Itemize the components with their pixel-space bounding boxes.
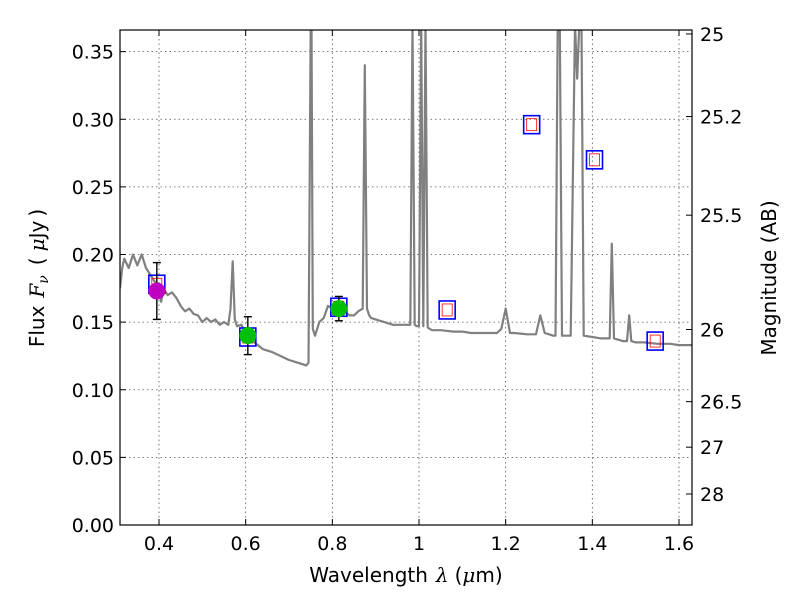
observed-point (148, 282, 166, 300)
y2-tick-label: 25 (700, 24, 724, 46)
model-box (522, 114, 541, 135)
y2-tick-label: 27 (700, 437, 724, 459)
observed-point (330, 300, 348, 318)
marker-layer (148, 114, 664, 356)
y-tick-label: 0.15 (72, 312, 114, 334)
spectrum-layer (120, 30, 692, 367)
y-tick-label: 0.20 (72, 245, 114, 267)
x-tick-label: 1.2 (491, 533, 521, 555)
x-axis-label: Wavelength λ (μm) (309, 563, 502, 587)
plot-frame (119, 29, 693, 526)
y-tick-label: 0.00 (72, 515, 114, 537)
y-tick-label: 0.10 (72, 380, 114, 402)
x-tick-label: 0.4 (144, 533, 174, 555)
y-tick-label: 0.25 (72, 177, 114, 199)
y2-axis-label: Magnitude (AB) (757, 200, 781, 355)
ticks: 0.4 0.6 0.8 1 1.2 1.4 1.6 0.00 0.05 0.10 0.15 0.20 0… (72, 24, 743, 555)
model-box-inner (526, 118, 538, 132)
model-box-inner (649, 334, 661, 348)
x-tick-label: 0.8 (317, 533, 347, 555)
y2-tick-label: 26.5 (700, 392, 742, 414)
model-box (646, 331, 664, 351)
model-box-inner (441, 303, 453, 317)
model-box (585, 150, 604, 170)
y2-tick-label: 25.5 (700, 205, 742, 227)
y2-tick-label: 28 (700, 484, 724, 506)
observed-point (239, 327, 257, 345)
y2-tick-label: 25.2 (700, 107, 742, 129)
x-tick-label: 0.6 (231, 533, 261, 555)
y2-tick-label: 26 (700, 320, 724, 342)
x-tick-label: 1 (413, 533, 425, 555)
y-tick-label: 0.35 (72, 42, 114, 64)
x-tick-label: 1.4 (577, 533, 607, 555)
y-tick-label: 0.05 (72, 447, 114, 469)
y-axis-label: FluxFν(μJy) (25, 209, 52, 347)
model-box (438, 300, 456, 320)
model-box-inner (589, 153, 600, 167)
spectrum-line (120, 30, 692, 367)
y-tick-label: 0.30 (72, 109, 114, 131)
x-tick-label: 1.6 (664, 533, 694, 555)
